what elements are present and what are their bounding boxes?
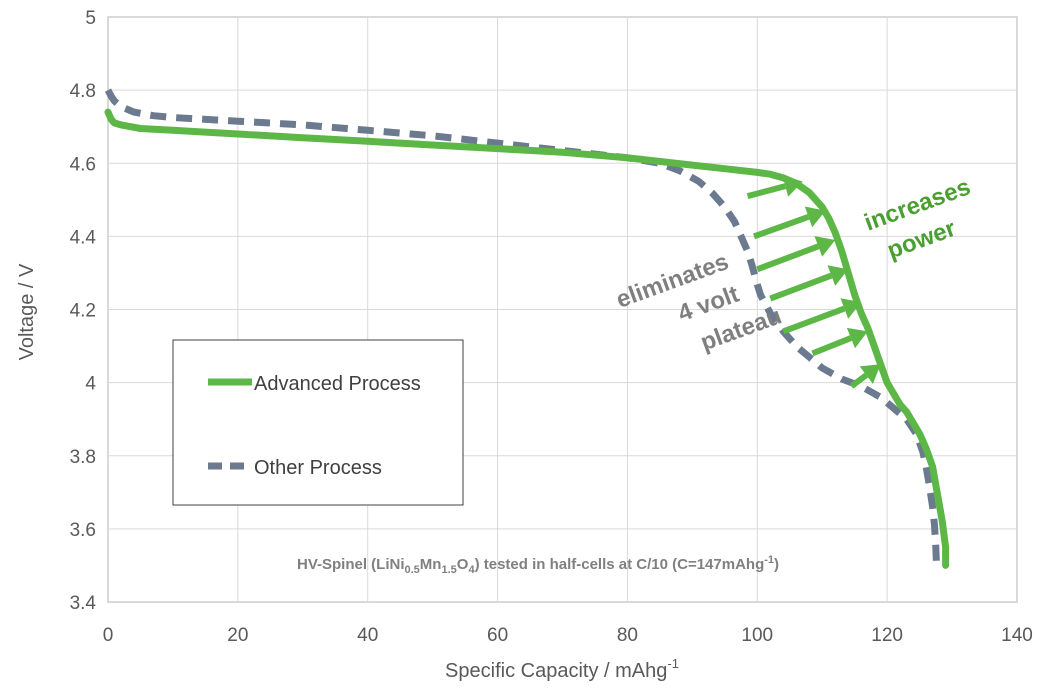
gridlines xyxy=(107,16,1018,603)
y-tick-labels: 3.4 3.6 3.8 4 4.2 4.4 4.6 4.8 5 xyxy=(70,8,97,614)
x-tick-label: 120 xyxy=(871,625,903,646)
arrow-shaft xyxy=(782,305,846,335)
y-axis-title: Voltage / V xyxy=(16,263,38,360)
y-tick-label: 5 xyxy=(85,8,96,29)
arrow-head xyxy=(814,236,836,257)
y-tick-label: 4.4 xyxy=(70,227,97,248)
annotation-increases-power: increases power xyxy=(861,173,974,264)
y-tick-label: 3.4 xyxy=(70,593,97,614)
annotation-eliminates-plateau: eliminates 4 volt plateau xyxy=(613,248,786,356)
arrow-head xyxy=(827,265,849,286)
arrow-head xyxy=(840,298,862,319)
series-lines xyxy=(104,88,950,569)
x-tick-label: 100 xyxy=(741,625,773,646)
y-tick-label: 4 xyxy=(85,374,96,395)
x-tick-label: 0 xyxy=(103,625,114,646)
arrow-shaft xyxy=(811,335,853,357)
arrow-shaft xyxy=(753,214,810,240)
arrow-head xyxy=(782,175,803,197)
x-tick-labels: 0 20 40 60 80 100 120 140 xyxy=(103,625,1033,646)
x-tick-label: 60 xyxy=(487,625,508,646)
arrow-shaft xyxy=(746,183,787,200)
x-axis-title: Specific Capacity / mAhg-1 xyxy=(445,656,679,682)
legend-box xyxy=(172,339,464,506)
legend-label-advanced-process: Advanced Process xyxy=(254,373,421,395)
y-tick-label: 4.6 xyxy=(70,154,96,175)
arrow-head xyxy=(859,364,881,384)
series-line-advanced-process xyxy=(104,108,950,569)
y-tick-label: 3.6 xyxy=(70,520,96,541)
y-tick-label: 3.8 xyxy=(70,447,96,468)
arrow-head xyxy=(804,206,826,228)
green-arrows xyxy=(746,175,881,389)
plot-frame xyxy=(107,16,1018,603)
arrow-shaft xyxy=(769,272,833,302)
arrow-shaft xyxy=(756,243,820,273)
y-tick-label: 4.2 xyxy=(70,301,96,322)
y-tick-label: 4.8 xyxy=(70,81,96,102)
x-tick-label: 40 xyxy=(357,625,378,646)
test-condition-note: HV-Spinel (LiNi0.5Mn1.5O4) tested in hal… xyxy=(297,554,779,576)
legend: Advanced Process Other Process xyxy=(172,339,464,506)
arrow-head xyxy=(846,327,868,349)
arrow-shaft xyxy=(849,372,869,389)
x-tick-label: 20 xyxy=(227,625,248,646)
x-tick-label: 80 xyxy=(617,625,638,646)
legend-label-other-process: Other Process xyxy=(254,457,382,479)
x-tick-label: 140 xyxy=(1001,625,1033,646)
